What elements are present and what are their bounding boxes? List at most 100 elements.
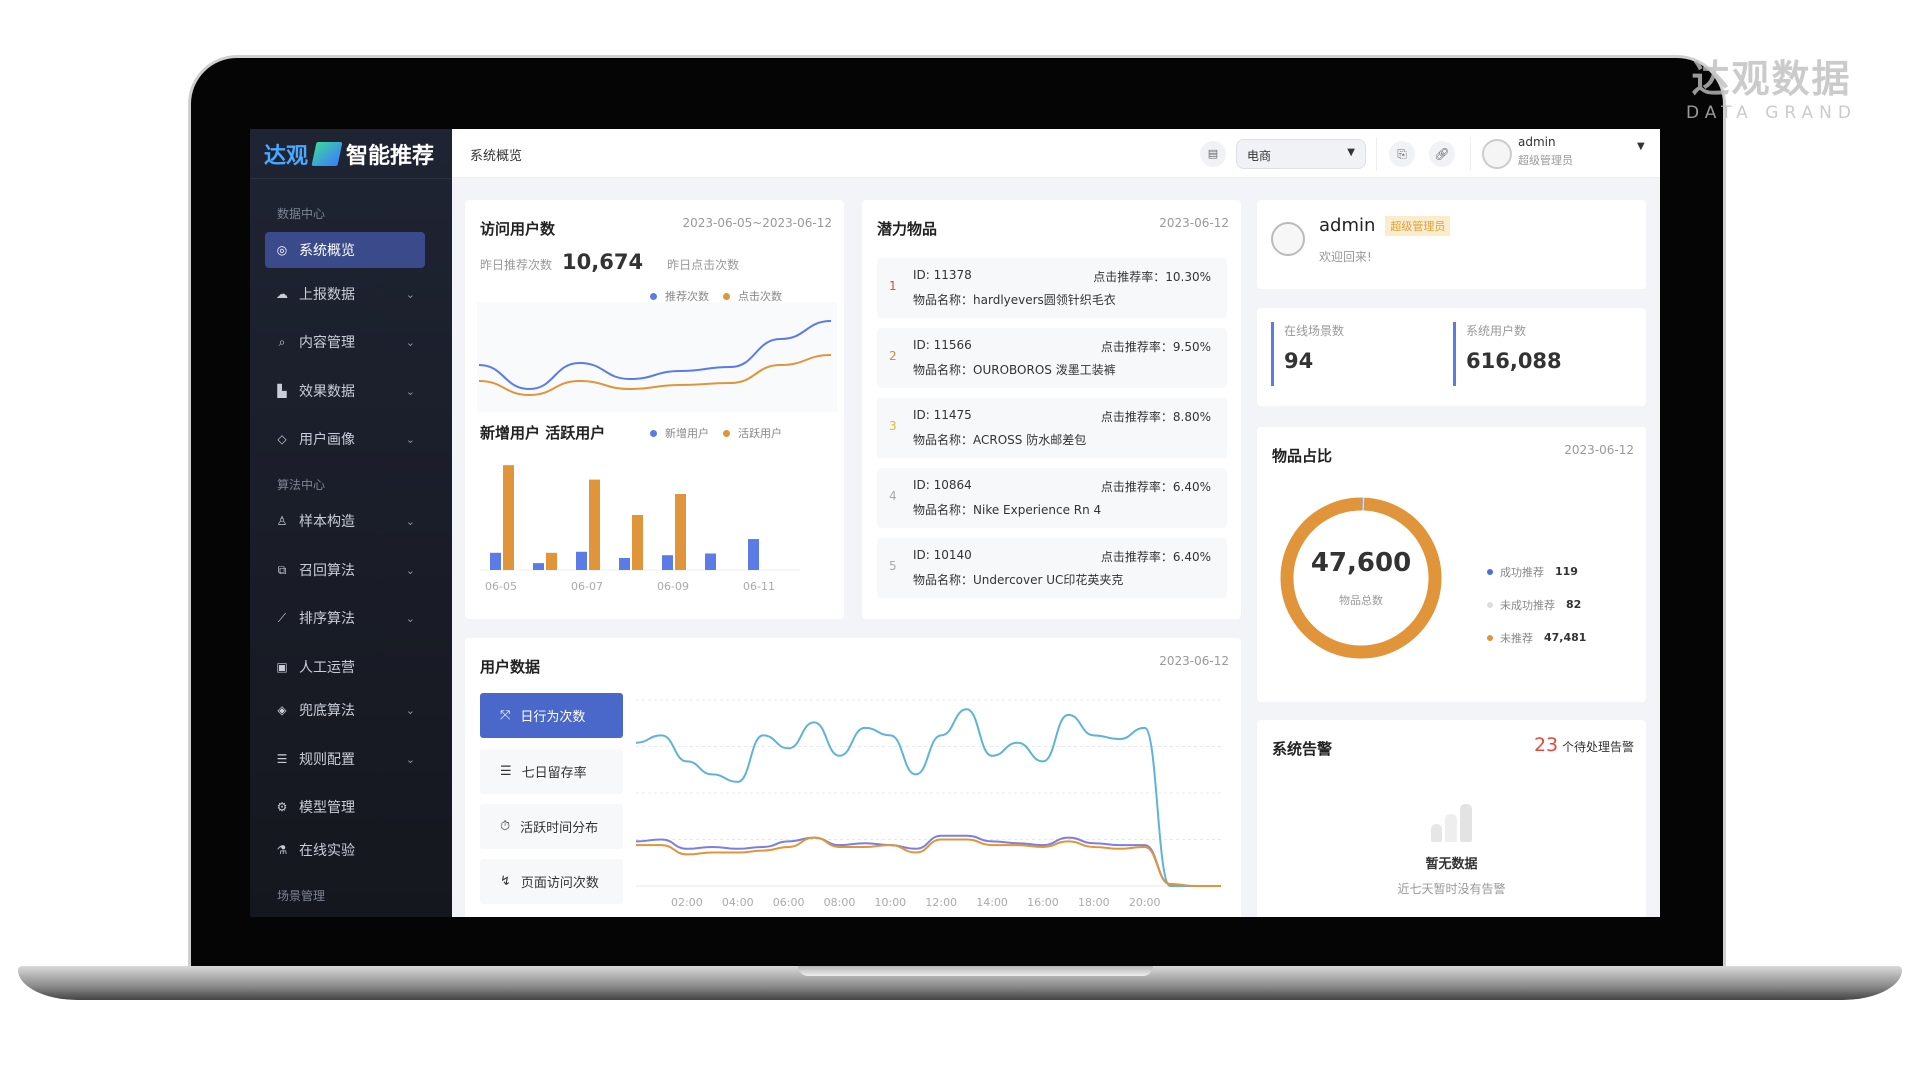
bar xyxy=(748,539,759,570)
user-name[interactable]: admin xyxy=(1518,135,1556,149)
sidebar-item[interactable]: ▣ 人工运营 xyxy=(265,649,425,685)
scene-select-value: 电商 xyxy=(1247,149,1272,163)
sidebar-item[interactable]: ☁ 上报数据 ⌄ xyxy=(265,276,425,312)
id-label: ID: xyxy=(913,408,934,422)
legend-dot xyxy=(1487,568,1493,575)
tab-label: 页面访问次数 xyxy=(520,876,599,891)
legend-value: 82 xyxy=(1566,598,1582,611)
name-value: Undercover UC印花英夹克 xyxy=(973,573,1124,587)
sidebar-item[interactable]: ⧉ 召回算法 ⌄ xyxy=(265,552,425,588)
user-data-tab[interactable]: ⏱ 活跃时间分布 xyxy=(480,804,623,849)
welcome-text: 欢迎回来! xyxy=(1319,250,1372,264)
potential-item-row[interactable]: 2 ID: 11566 点击推荐率：9.50% 物品名称：OUROBOROS 泼… xyxy=(877,328,1227,388)
card-date: 2023-06-12 xyxy=(1159,216,1229,230)
clipboard-icon[interactable]: ⎘ xyxy=(1389,141,1415,167)
sidebar-item-label: 系统概览 xyxy=(299,243,355,259)
item-id: ID: 10864 xyxy=(913,478,972,492)
sidebar-item[interactable]: ⟋ 排序算法 ⌄ xyxy=(265,600,425,636)
legend-label: 推荐次数 xyxy=(665,290,709,303)
name-label: 物品名称： xyxy=(913,503,974,517)
x-tick-label: 06-05 xyxy=(485,580,517,593)
rate-value: 6.40% xyxy=(1172,550,1211,564)
rank-number: 4 xyxy=(889,489,897,503)
rank-number: 5 xyxy=(889,559,897,573)
alert-count: 23 xyxy=(1533,734,1559,756)
rate-label: 点击推荐率： xyxy=(1100,550,1173,564)
chevron-down-icon: ⌄ xyxy=(405,335,415,349)
donut-total: 47,600 xyxy=(1310,548,1412,578)
sidebar-item[interactable]: ◈ 兜底算法 ⌄ xyxy=(265,692,425,728)
item-rate: 点击推荐率：8.80% xyxy=(1101,408,1211,425)
x-tick-label: 08:00 xyxy=(824,896,856,909)
potential-item-row[interactable]: 1 ID: 11378 点击推荐率：10.30% 物品名称：hardlyever… xyxy=(877,258,1227,318)
sidebar-item[interactable]: ◎ 系统概览 xyxy=(265,232,425,268)
brand-logo[interactable]: 达观 智能推荐 xyxy=(250,129,452,179)
id-value: 10140 xyxy=(933,548,972,562)
id-value: 11378 xyxy=(933,268,972,282)
sidebar-item[interactable]: ☰ 规则配置 ⌄ xyxy=(265,741,425,777)
chevron-down-icon: ⌄ xyxy=(405,611,415,625)
document-icon[interactable]: ▤ xyxy=(1200,141,1226,167)
rank-number: 3 xyxy=(889,419,897,433)
card-date: 2023-06-05~2023-06-12 xyxy=(682,216,832,230)
divider xyxy=(1376,137,1377,171)
flask-icon: ⚗ xyxy=(276,843,288,857)
id-label: ID: xyxy=(913,268,934,282)
x-tick-label: 06-09 xyxy=(657,580,689,593)
potential-item-row[interactable]: 5 ID: 10140 点击推荐率：6.40% 物品名称：Undercover … xyxy=(877,538,1227,598)
chart-icon: ▙ xyxy=(277,384,287,398)
user-data-tab[interactable]: ☰ 七日留存率 xyxy=(480,749,623,794)
brand-name: 达观 xyxy=(264,143,309,169)
item-name: 物品名称：Undercover UC印花英夹克 xyxy=(913,571,1123,588)
name-value: Nike Experience Rn 4 xyxy=(973,503,1102,517)
sidebar-item[interactable]: ▙ 效果数据 ⌄ xyxy=(265,373,425,409)
bar xyxy=(546,552,557,570)
dashboard-icon: ◎ xyxy=(276,243,288,257)
sidebar-item-label: 内容管理 xyxy=(299,335,355,351)
legend-label: 未推荐 xyxy=(1500,631,1533,645)
sidebar-item-label: 兜底算法 xyxy=(299,703,355,719)
brand-product: 智能推荐 xyxy=(346,143,435,169)
divider xyxy=(1470,137,1471,171)
rate-value: 6.40% xyxy=(1172,480,1211,494)
user-data-tab[interactable]: ↯ 页面访问次数 xyxy=(480,859,623,904)
x-tick-label: 02:00 xyxy=(671,896,703,909)
x-tick-label: 20:00 xyxy=(1129,896,1161,909)
id-label: ID: xyxy=(913,478,934,492)
x-tick-label: 12:00 xyxy=(925,896,957,909)
tab-label: 活跃时间分布 xyxy=(520,821,599,836)
series-line xyxy=(635,708,1221,887)
chevron-down-icon: ⌄ xyxy=(405,514,415,528)
timer-icon: ⏱ xyxy=(500,819,511,834)
user-data-tab[interactable]: ⤧ 日行为次数 xyxy=(480,693,623,738)
rate-label: 点击推荐率： xyxy=(1100,480,1173,494)
id-value: 10864 xyxy=(933,478,972,492)
item-name: 物品名称：ACROSS 防水邮差包 xyxy=(913,431,1086,448)
potential-item-row[interactable]: 4 ID: 10864 点击推荐率：6.40% 物品名称：Nike Experi… xyxy=(877,468,1227,528)
sidebar-item[interactable]: ⚗ 在线实验 xyxy=(265,832,425,868)
user-menu-caret-icon[interactable]: ▼ xyxy=(1637,141,1645,152)
sidebar-item[interactable]: ◇ 用户画像 ⌄ xyxy=(265,421,425,457)
pending-alerts[interactable]: 23 个待处理告警 xyxy=(1534,734,1634,756)
bar xyxy=(705,553,716,570)
user-data-card: 用户数据 2023-06-12 ⤧ 日行为次数 ☰ 七日留存率 ⏱ 活跃时间分布 ↯ 页面访问… xyxy=(465,638,1241,917)
link-icon[interactable]: 🔗︎ xyxy=(1429,141,1455,167)
name-label: 物品名称： xyxy=(913,363,974,377)
x-tick-label: 06-11 xyxy=(743,580,775,593)
pageview-icon: ↯ xyxy=(500,874,511,889)
sidebar-item[interactable]: ⚙ 模型管理 xyxy=(265,789,425,825)
chevron-down-icon: ⌄ xyxy=(405,384,415,398)
legend-dot xyxy=(723,429,730,437)
id-value: 11566 xyxy=(933,338,972,352)
legend-dot xyxy=(1487,634,1493,641)
scene-select[interactable]: 电商 ▼ xyxy=(1236,139,1366,169)
avatar[interactable] xyxy=(1482,139,1512,169)
item-share-donut xyxy=(1280,497,1442,659)
stat-label: 在线场景数 xyxy=(1284,324,1345,338)
bar xyxy=(490,552,501,570)
potential-item-row[interactable]: 3 ID: 11475 点击推荐率：8.80% 物品名称：ACROSS 防水邮差… xyxy=(877,398,1227,458)
retention-icon: ☰ xyxy=(500,764,512,779)
sidebar-item[interactable]: ⌕ 内容管理 ⌄ xyxy=(265,324,425,360)
sidebar-item[interactable]: ♙ 样本构造 ⌄ xyxy=(265,503,425,539)
potential-items-card: 潜力物品 2023-06-12 1 ID: 11378 点击推荐率：10.30%… xyxy=(862,200,1241,619)
